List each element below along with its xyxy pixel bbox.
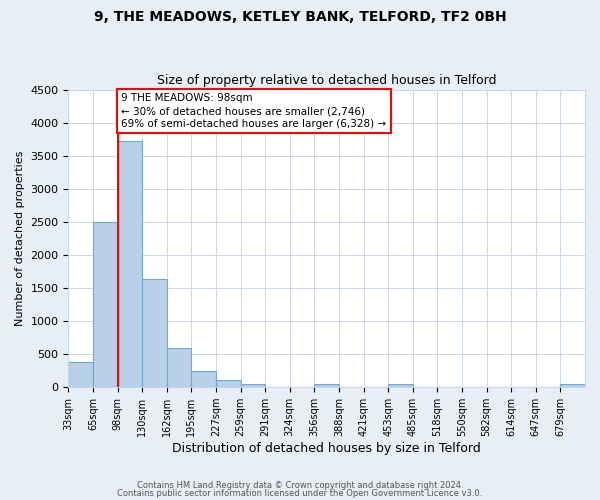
Bar (167, 348, 191, 387)
Bar (314, 384, 339, 387)
X-axis label: Distribution of detached houses by size in Telford: Distribution of detached houses by size … (172, 442, 481, 455)
Bar (118, 141, 142, 387)
Bar (241, 384, 265, 387)
Text: 9, THE MEADOWS, KETLEY BANK, TELFORD, TF2 0BH: 9, THE MEADOWS, KETLEY BANK, TELFORD, TF… (94, 10, 506, 24)
Bar (68, 362, 93, 387)
Bar (191, 372, 216, 387)
Bar (216, 380, 241, 387)
Text: Contains HM Land Registry data © Crown copyright and database right 2024.: Contains HM Land Registry data © Crown c… (137, 481, 463, 490)
Text: Contains public sector information licensed under the Open Government Licence v3: Contains public sector information licen… (118, 488, 482, 498)
Bar (142, 280, 167, 387)
Y-axis label: Number of detached properties: Number of detached properties (15, 150, 25, 326)
Bar (560, 384, 585, 387)
Title: Size of property relative to detached houses in Telford: Size of property relative to detached ho… (157, 74, 496, 87)
Bar (388, 384, 413, 387)
Bar (93, 222, 118, 387)
Text: 9 THE MEADOWS: 98sqm
← 30% of detached houses are smaller (2,746)
69% of semi-de: 9 THE MEADOWS: 98sqm ← 30% of detached h… (121, 93, 386, 130)
